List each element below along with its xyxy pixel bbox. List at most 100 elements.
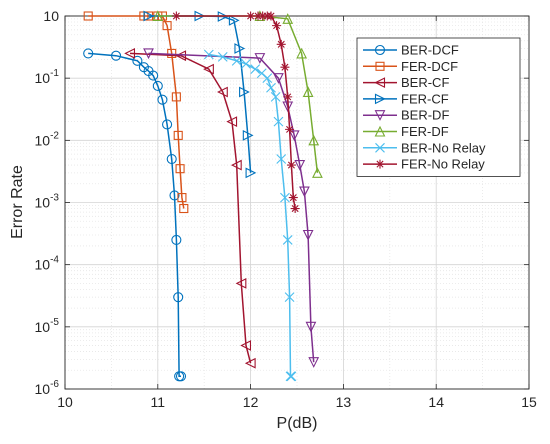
legend-label-fer-cf: FER-CF [401,91,449,106]
series-line-ber-no-relay [208,53,292,378]
x-tick-label: 10 [57,394,73,410]
data-point-ber-dcf [162,119,173,130]
data-point-ber-no-relay [231,55,242,66]
data-point-fer-no-relay [246,11,256,21]
y-tick-label: 10-1 [35,68,60,86]
data-point-ber-df [288,130,300,142]
data-point-ber-no-relay [280,192,290,203]
legend-label-ber-dcf: BER-DCF [401,43,459,58]
data-point-fer-dcf [177,193,187,203]
data-point-ber-dcf [173,292,184,303]
legend-marker-fer-cf [374,93,386,105]
data-point-ber-no-relay [241,58,251,69]
y-tick-label: 10-2 [35,130,60,148]
data-point-ber-no-relay [273,116,284,127]
data-point-ber-cf [226,116,238,128]
data-point-ber-dcf [157,94,168,105]
legend-marker-ber-no-relay [375,142,385,153]
legend-marker-fer-df [374,125,386,137]
data-point-fer-df [282,13,294,24]
data-point-ber-no-relay [282,235,293,245]
data-point-fer-no-relay [272,21,282,31]
data-point-fer-no-relay [288,193,298,203]
series-ber-df [143,48,320,368]
tick-layer: 10 11 12 13 14 15 10-6 10-5 10-4 10-3 10-2 10-1 10 [35,8,537,410]
data-point-fer-no-relay [266,11,276,21]
legend-marker-fer-dcf [375,61,385,71]
data-point-ber-cf [240,340,252,351]
data-point-ber-dcf [152,80,163,91]
data-point-fer-df [308,134,320,146]
data-point-ber-no-relay [270,91,281,102]
data-point-fer-no-relay [283,92,293,102]
y-tick-label: 10-3 [35,193,60,211]
data-point-ber-cf [124,48,136,59]
data-point-ber-dcf [132,55,143,66]
legend-marker-ber-dcf [374,44,386,56]
legend-label-fer-dcf: FER-DCF [401,59,458,74]
y-tick-label: 10-5 [35,317,60,335]
data-point-fer-no-relay [290,204,300,214]
data-point-ber-no-relay [203,49,214,60]
data-point-fer-cf [242,130,254,141]
y-tick-label: 10 [43,8,59,24]
data-point-ber-no-relay [266,82,276,93]
data-point-ber-dcf [148,70,159,81]
data-point-fer-no-relay [253,11,263,21]
series-ber-cf [124,48,256,369]
data-point-ber-df [308,357,320,368]
legend-label-ber-no-relay: BER-No Relay [401,140,486,155]
data-point-ber-no-relay [284,292,295,303]
x-tick-label: 11 [151,394,166,410]
data-point-ber-dcf [166,153,177,165]
x-axis-label: P(dB) [277,415,318,432]
data-point-fer-dcf [83,11,93,21]
data-point-ber-df [273,73,284,84]
data-point-ber-df [294,160,306,171]
data-point-ber-cf [217,86,228,98]
legend-marker-ber-df [374,110,386,121]
data-point-fer-df [152,10,164,22]
data-point-ber-cf [244,357,256,369]
data-point-ber-no-relay [217,51,228,62]
data-point-ber-no-relay [285,371,296,382]
legend-label-ber-df: BER-DF [401,108,449,123]
data-point-ber-dcf [110,50,122,61]
x-tick-label: 14 [428,394,444,410]
series-layer [83,10,323,382]
data-point-fer-dcf [173,130,183,140]
data-point-fer-cf [143,10,155,22]
y-tick-label: 10-6 [35,379,60,397]
series-fer-dcf [83,11,189,214]
data-point-fer-dcf [179,203,189,214]
data-point-fer-df [302,86,314,98]
data-point-fer-df [296,47,308,59]
y-tick-label: 10-4 [35,255,60,273]
data-point-fer-dcf [171,92,181,102]
data-point-fer-no-relay [258,11,268,21]
series-ber-no-relay [203,49,297,382]
data-point-ber-df [143,48,154,60]
data-point-fer-no-relay [286,160,296,170]
data-point-fer-cf [234,43,246,54]
data-point-fer-no-relay [280,62,290,72]
legend-label-fer-df: FER-DF [401,124,449,139]
data-point-fer-cf [228,14,240,26]
legend-label-ber-cf: BER-CF [401,75,449,90]
data-point-ber-df [302,229,314,241]
data-point-fer-no-relay [171,11,181,21]
data-point-fer-cf [239,86,250,98]
data-point-fer-dcf [167,48,177,58]
series-ber-dcf [83,48,187,382]
series-line-fer-dcf [88,15,185,209]
series-line-ber-dcf [88,52,181,378]
data-point-ber-df [305,321,317,333]
legend-marker-ber-cf [374,77,386,88]
data-point-ber-cf [203,63,214,75]
data-point-ber-no-relay [276,154,287,164]
x-tick-label: 15 [521,394,537,410]
data-point-ber-no-relay [262,73,273,84]
grid-layer [64,15,530,390]
y-axis-label: Error Rate [9,165,26,239]
